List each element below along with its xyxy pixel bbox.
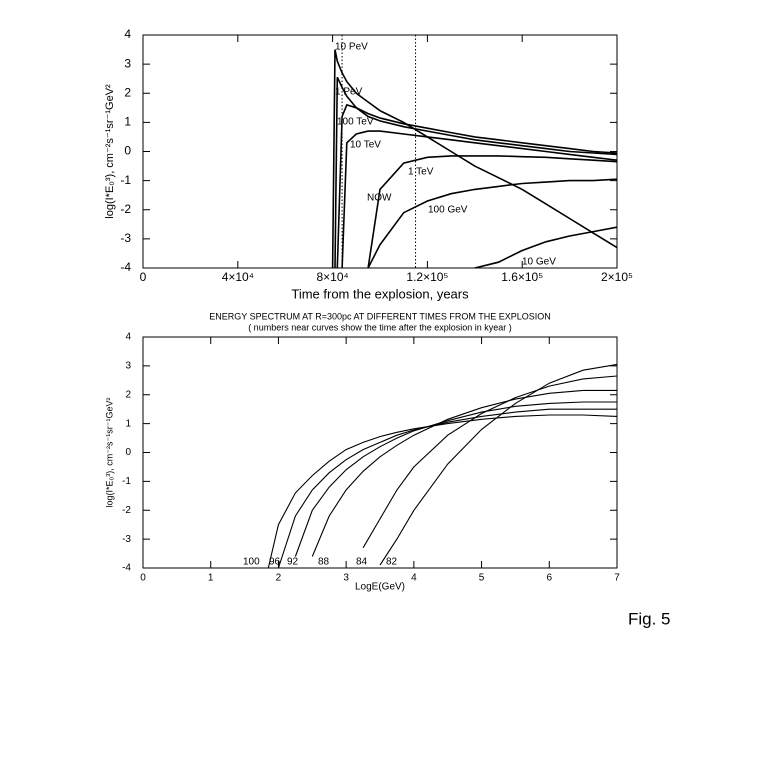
series-label: 1 PeV — [335, 87, 363, 98]
x-tick-label: 3 — [343, 573, 349, 584]
series-line — [336, 103, 617, 268]
series-label: 100 TeV — [337, 117, 374, 128]
series-line — [362, 375, 617, 549]
y-tick-label: -1 — [120, 173, 131, 187]
y-tick-label: 4 — [125, 332, 131, 343]
series-label: 10 PeV — [335, 42, 368, 53]
y-tick-label: 3 — [124, 56, 131, 70]
series-line — [367, 178, 617, 268]
x-axis-label: LogE(GeV) — [355, 582, 405, 593]
y-tick-label: 0 — [125, 447, 131, 458]
series-label: 96 — [269, 557, 281, 568]
series-label: 84 — [356, 557, 368, 568]
y-axis-label: log(I*E₀³), cm⁻²s⁻¹sr⁻¹GeV² — [104, 398, 114, 508]
y-tick-label: 1 — [124, 115, 131, 129]
series-line — [341, 130, 617, 268]
chart-title: ENERGY SPECTRUM AT R=300pc AT DIFFERENT … — [209, 311, 551, 321]
chart: 0 4×10⁴ 8×10⁴ 1.2×10⁵ 1.6×10⁵ 2×10⁵ -4 -3 -2 -1 0 1… — [104, 27, 633, 301]
series-line — [311, 389, 617, 557]
x-tick-label: 0 — [140, 573, 146, 584]
y-tick-label: -2 — [120, 202, 131, 216]
x-tick-label: 1 — [208, 573, 214, 584]
y-tick-label: 2 — [125, 389, 131, 400]
series-label: 92 — [287, 557, 299, 568]
series-line — [334, 76, 617, 268]
chart-subtitle: ( numbers near curves show the time afte… — [248, 322, 512, 332]
x-tick-label: 2 — [276, 573, 282, 584]
x-tick-label: 0 — [140, 270, 147, 284]
x-tick-label: 1.2×10⁵ — [406, 270, 448, 284]
y-tick-label: 2 — [124, 85, 131, 99]
x-tick-label: 6 — [547, 573, 553, 584]
series-label: 100 GeV — [428, 205, 468, 216]
y-tick-label: -2 — [122, 505, 131, 516]
y-tick-label: -4 — [122, 563, 131, 574]
series-label: 10 TeV — [350, 140, 381, 151]
series-line — [379, 363, 617, 566]
y-tick-label: -3 — [122, 534, 131, 545]
series-label: 10 GeV — [522, 257, 556, 268]
annotation: NOW — [367, 193, 392, 204]
x-axis-label: Time from the explosion, years — [291, 286, 469, 301]
series-line — [474, 226, 617, 268]
x-tick-label: 2×10⁵ — [601, 270, 633, 284]
series-label: 100 — [243, 557, 260, 568]
series-label: 88 — [318, 557, 330, 568]
plot-frame — [142, 336, 618, 569]
y-tick-label: -3 — [120, 231, 131, 245]
x-tick-label: 5 — [479, 573, 485, 584]
series-line — [367, 155, 617, 268]
series-line — [267, 414, 617, 568]
x-tick-label: 8×10⁴ — [317, 270, 349, 284]
y-tick-label: 4 — [124, 27, 131, 41]
figure-caption: Fig. 5 — [628, 609, 671, 628]
x-tick-label: 4×10⁴ — [222, 270, 254, 284]
x-tick-label: 1.6×10⁵ — [501, 270, 543, 284]
series-label: 82 — [386, 557, 398, 568]
x-tick-label: 4 — [411, 573, 417, 584]
series-line — [294, 401, 617, 557]
series-label: 1 TeV — [408, 167, 434, 178]
series-line — [277, 408, 617, 568]
y-axis-label: log(I*E₀³), cm⁻²s⁻¹sr⁻¹GeV² — [104, 84, 116, 219]
y-tick-label: -4 — [120, 260, 131, 274]
x-tick-label: 7 — [614, 573, 620, 584]
y-tick-label: -1 — [122, 476, 131, 487]
y-tick-label: 1 — [125, 418, 131, 429]
y-tick-label: 0 — [124, 144, 131, 158]
y-tick-label: 3 — [125, 361, 131, 372]
chart: ENERGY SPECTRUM AT R=300pc AT DIFFERENT … — [104, 311, 620, 592]
